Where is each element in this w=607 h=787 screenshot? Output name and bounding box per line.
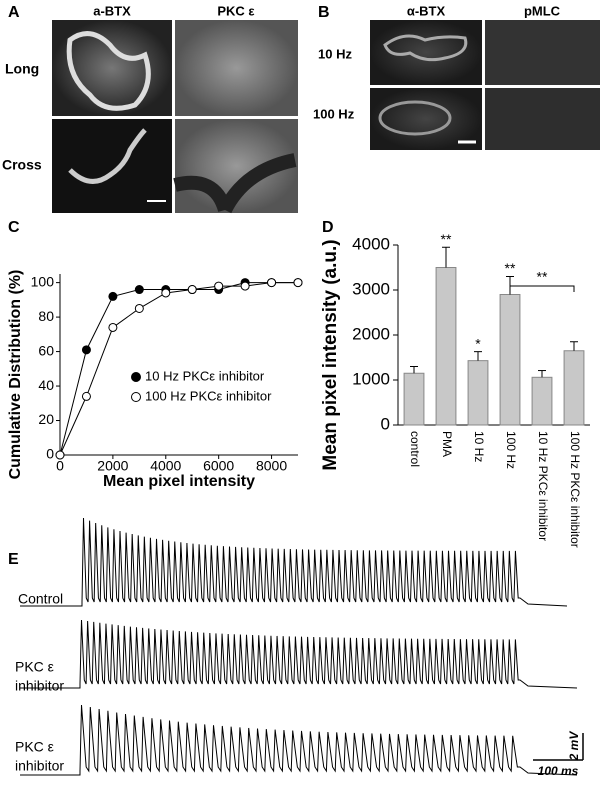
row-label: 10 Hz [318,46,352,61]
junction-stain [378,100,452,136]
y-tick-label: 4000 [352,234,390,253]
x-tick-label: 0 [56,458,64,474]
legend-marker [131,372,141,382]
y-tick-label: 100 [31,273,55,289]
category-label: control [408,431,422,467]
y-axis-label: Cumulative Distribution (%) [7,270,24,480]
panel-label: E [8,551,19,568]
trace [20,517,568,607]
point [108,322,118,332]
category-label: 10 Hz [472,431,486,462]
micrograph [485,20,600,85]
bar [499,294,521,426]
point [187,285,197,295]
point [267,278,277,288]
point [134,303,144,313]
micrograph [485,88,600,150]
bar [435,267,457,426]
bar [403,372,425,426]
column-header: α-BTX [407,3,446,18]
trace-label: PKC ε [15,659,54,675]
series-line [59,282,298,456]
panel-label: D [322,219,334,236]
significance: * [475,335,481,351]
y-tick-label: 0 [46,446,54,462]
point [55,450,65,460]
trace [20,619,578,689]
panel-label: C [8,219,20,236]
y-tick-label: 40 [38,377,54,393]
point [81,391,91,401]
column-header: a-BTX [93,3,131,18]
row-label: 100 Hz [313,106,355,121]
x-axis-label: Mean pixel intensity [103,473,255,490]
bracket-label: ** [537,269,548,285]
panel-label: B [318,4,330,21]
legend-label: 100 Hz PKCε inhibitor [145,388,272,403]
trace [20,704,578,776]
shadow [173,153,297,214]
junction-stain [66,31,151,111]
trace-label: Control [18,591,63,607]
y-axis-label: Mean pixel intensity (a.u.) [320,239,341,470]
column-header: PKC ε [217,3,254,18]
micrograph [370,20,482,85]
y-tick-label: 80 [38,308,54,324]
x-tick-label: 2000 [97,458,128,474]
y-tick-label: 3000 [352,279,390,298]
bar [531,376,553,426]
trace-label: PKC ε [15,739,54,755]
y-tick-label: 20 [38,411,54,427]
trace-label: inhibitor [15,758,64,774]
legend-marker [131,392,141,402]
trace-label: inhibitor [15,678,64,694]
scale-label: 2 mV [567,731,581,762]
series-line [59,282,298,456]
row-label: Long [5,61,39,77]
legend-label: 10 Hz PKCε inhibitor [145,368,265,383]
bar [563,350,585,426]
scale-label: 100 ms [538,764,579,778]
point [161,288,171,298]
micrograph [175,20,298,116]
category-label: PMA [440,431,454,457]
category-label: 100 Hz PKCε inhibitor [568,431,582,548]
x-tick-label: 8000 [256,458,287,474]
y-tick-label: 1000 [352,369,390,388]
point [108,291,118,301]
junction-stain [383,34,468,62]
y-tick-label: 0 [381,414,390,433]
bar [467,360,489,426]
x-tick-label: 6000 [203,458,234,474]
junction-stain [68,128,147,184]
point [293,278,303,288]
point [81,345,91,355]
significance: ** [441,231,452,247]
point [240,281,250,291]
category-label: 10 Hz PKCε inhibitor [536,431,550,541]
y-tick-label: 2000 [352,324,390,343]
point [214,281,224,291]
micrograph [52,119,172,213]
micrograph [370,88,482,150]
x-tick-label: 4000 [150,458,181,474]
category-label: 100 Hz [504,431,518,469]
row-label: Cross [2,157,42,173]
y-tick-label: 60 [38,342,54,358]
panel-label: A [8,4,20,21]
bracket [509,285,575,292]
point [134,285,144,295]
significance: ** [505,260,516,276]
column-header: pMLC [524,3,561,18]
